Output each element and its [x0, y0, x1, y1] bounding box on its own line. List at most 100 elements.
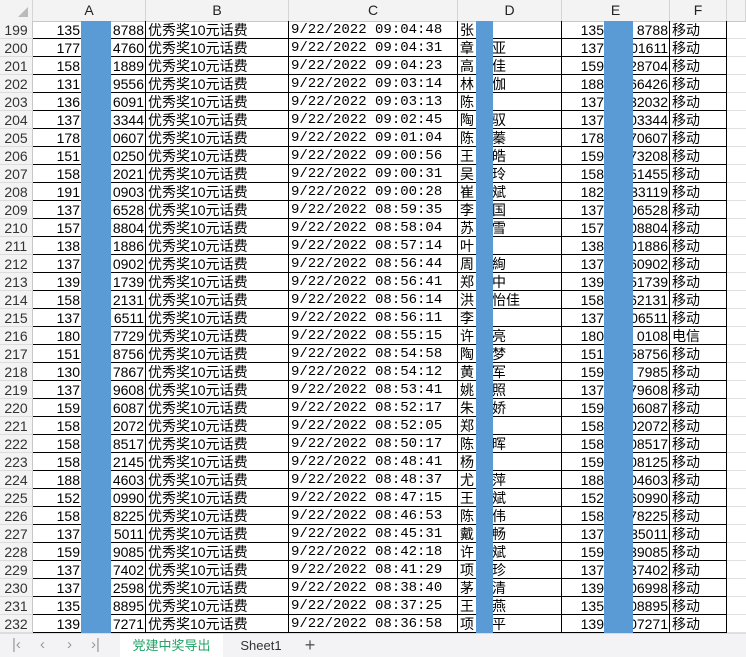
cell-empty[interactable] [727, 111, 746, 129]
cell-c-datetime[interactable]: 9/22/2022 08:42:18 [289, 543, 458, 561]
cell-empty[interactable] [727, 327, 746, 345]
cell-c-datetime[interactable]: 9/22/2022 09:00:56 [289, 147, 458, 165]
cell-empty[interactable] [727, 597, 746, 615]
cell-b-prize[interactable]: 优秀奖10元话费 [146, 183, 289, 201]
row-header[interactable]: 215 [0, 309, 33, 327]
cell-empty[interactable] [727, 201, 746, 219]
cell-f-carrier[interactable]: 电信 [670, 327, 727, 345]
column-header-E[interactable]: E [562, 0, 670, 21]
cell-d-name[interactable]: 陶梦 [458, 345, 562, 363]
cell-f-carrier[interactable]: 移动 [670, 291, 727, 309]
cell-c-datetime[interactable]: 9/22/2022 08:56:44 [289, 255, 458, 273]
row-header[interactable]: 207 [0, 165, 33, 183]
cell-d-name[interactable]: 戴畅 [458, 525, 562, 543]
cell-empty[interactable] [727, 489, 746, 507]
cell-f-carrier[interactable]: 移动 [670, 489, 727, 507]
row-header[interactable]: 230 [0, 579, 33, 597]
cell-c-datetime[interactable]: 9/22/2022 08:50:17 [289, 435, 458, 453]
cell-b-prize[interactable]: 优秀奖10元话费 [146, 525, 289, 543]
cell-b-prize[interactable]: 优秀奖10元话费 [146, 435, 289, 453]
cell-d-name[interactable]: 章亚 [458, 39, 562, 57]
cell-c-datetime[interactable]: 9/22/2022 08:41:29 [289, 561, 458, 579]
cell-empty[interactable] [727, 471, 746, 489]
cell-d-name[interactable]: 尤萍 [458, 471, 562, 489]
cell-b-prize[interactable]: 优秀奖10元话费 [146, 21, 289, 39]
cell-d-name[interactable]: 姚照 [458, 381, 562, 399]
cell-b-prize[interactable]: 优秀奖10元话费 [146, 147, 289, 165]
cell-c-datetime[interactable]: 9/22/2022 08:37:25 [289, 597, 458, 615]
row-header[interactable]: 221 [0, 417, 33, 435]
cell-d-name[interactable]: 王皓 [458, 147, 562, 165]
cell-empty[interactable] [727, 435, 746, 453]
row-header[interactable]: 229 [0, 561, 33, 579]
cell-f-carrier[interactable]: 移动 [670, 597, 727, 615]
cell-f-carrier[interactable]: 移动 [670, 417, 727, 435]
cell-empty[interactable] [727, 561, 746, 579]
cell-b-prize[interactable]: 优秀奖10元话费 [146, 219, 289, 237]
row-header[interactable]: 200 [0, 39, 33, 57]
cell-f-carrier[interactable]: 移动 [670, 615, 727, 633]
cell-d-name[interactable]: 李国 [458, 201, 562, 219]
cell-empty[interactable] [727, 75, 746, 93]
cell-c-datetime[interactable]: 9/22/2022 08:57:14 [289, 237, 458, 255]
cell-b-prize[interactable]: 优秀奖10元话费 [146, 255, 289, 273]
row-header[interactable]: 202 [0, 75, 33, 93]
cell-e-phone[interactable]: 139 06998 [562, 579, 670, 597]
cell-f-carrier[interactable]: 移动 [670, 183, 727, 201]
cell-f-carrier[interactable]: 移动 [670, 111, 727, 129]
cell-d-name[interactable]: 苏雪 [458, 219, 562, 237]
cell-c-datetime[interactable]: 9/22/2022 09:03:14 [289, 75, 458, 93]
cell-c-datetime[interactable]: 9/22/2022 08:48:41 [289, 453, 458, 471]
cell-a[interactable]: 137 6528 [33, 201, 146, 219]
column-header-F[interactable]: F [670, 0, 727, 21]
cell-e-phone[interactable]: 139 51739 [562, 273, 670, 291]
row-header[interactable]: 220 [0, 399, 33, 417]
cell-empty[interactable] [727, 273, 746, 291]
cell-f-carrier[interactable]: 移动 [670, 507, 727, 525]
row-header[interactable]: 232 [0, 615, 33, 633]
column-header-B[interactable]: B [146, 0, 289, 21]
column-header-empty[interactable] [727, 0, 746, 21]
cell-d-name[interactable]: 王燕 [458, 597, 562, 615]
cell-b-prize[interactable]: 优秀奖10元话费 [146, 273, 289, 291]
add-sheet-button[interactable]: + [304, 635, 316, 655]
cell-b-prize[interactable]: 优秀奖10元话费 [146, 345, 289, 363]
cell-f-carrier[interactable]: 移动 [670, 165, 727, 183]
cell-c-datetime[interactable]: 9/22/2022 08:54:12 [289, 363, 458, 381]
chevron-last-icon[interactable]: ›| [91, 636, 100, 653]
cell-c-datetime[interactable]: 9/22/2022 08:45:31 [289, 525, 458, 543]
cell-d-name[interactable]: 黄军 [458, 363, 562, 381]
cell-f-carrier[interactable]: 移动 [670, 579, 727, 597]
cell-e-phone[interactable]: 157 08804 [562, 219, 670, 237]
cell-d-name[interactable]: 陈晖 [458, 435, 562, 453]
row-header[interactable]: 199 [0, 21, 33, 39]
cell-d-name[interactable]: 林伽 [458, 75, 562, 93]
cell-b-prize[interactable]: 优秀奖10元话费 [146, 489, 289, 507]
row-header[interactable]: 227 [0, 525, 33, 543]
cell-b-prize[interactable]: 优秀奖10元话费 [146, 561, 289, 579]
cell-f-carrier[interactable]: 移动 [670, 93, 727, 111]
cell-b-prize[interactable]: 优秀奖10元话费 [146, 237, 289, 255]
cell-d-name[interactable]: 许亮 [458, 327, 562, 345]
row-header[interactable]: 225 [0, 489, 33, 507]
cell-c-datetime[interactable]: 9/22/2022 08:52:05 [289, 417, 458, 435]
cell-d-name[interactable]: 洪 怡佳 [458, 291, 562, 309]
cell-empty[interactable] [727, 147, 746, 165]
cell-b-prize[interactable]: 优秀奖10元话费 [146, 579, 289, 597]
cell-f-carrier[interactable]: 移动 [670, 471, 727, 489]
row-header[interactable]: 219 [0, 381, 33, 399]
cell-f-carrier[interactable]: 移动 [670, 75, 727, 93]
cell-empty[interactable] [727, 345, 746, 363]
cell-e-phone[interactable]: 182 33119 [562, 183, 670, 201]
cell-c-datetime[interactable]: 9/22/2022 08:53:41 [289, 381, 458, 399]
cell-c-datetime[interactable]: 9/22/2022 08:58:04 [289, 219, 458, 237]
cell-a[interactable]: 157 8804 [33, 219, 146, 237]
row-header[interactable]: 208 [0, 183, 33, 201]
cell-d-name[interactable]: 郑 [458, 417, 562, 435]
cell-d-name[interactable]: 李 [458, 309, 562, 327]
cell-f-carrier[interactable]: 移动 [670, 273, 727, 291]
cell-c-datetime[interactable]: 9/22/2022 09:01:04 [289, 129, 458, 147]
cell-d-name[interactable]: 吴玲 [458, 165, 562, 183]
cell-d-name[interactable]: 项平 [458, 615, 562, 633]
row-header[interactable]: 213 [0, 273, 33, 291]
